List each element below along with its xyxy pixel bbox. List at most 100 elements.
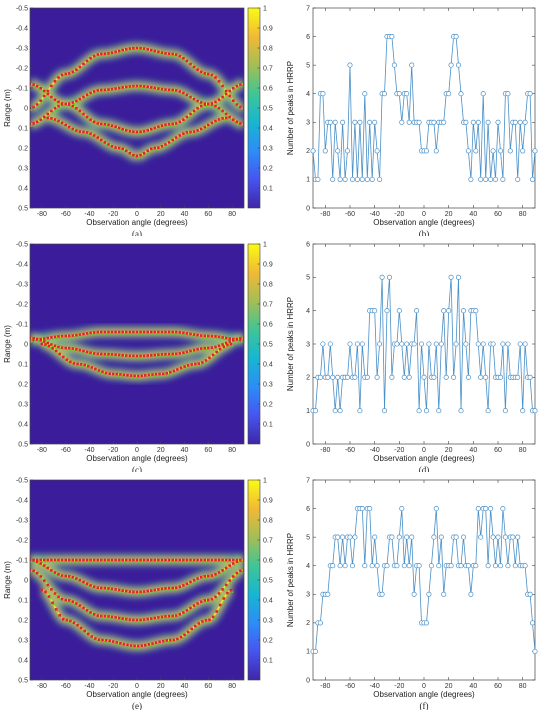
peak-marker (72, 621, 76, 625)
peak-marker-secondary (176, 124, 179, 127)
peak-marker (164, 143, 167, 146)
peak-marker (132, 558, 135, 562)
peak-marker (135, 84, 139, 88)
colorbar-tick-label: 0.5 (263, 105, 273, 112)
peak-marker (128, 590, 132, 593)
data-point (465, 148, 471, 154)
data-point (532, 648, 538, 654)
peak-marker-secondary (220, 606, 223, 608)
peak-marker (97, 638, 101, 641)
peak-marker (222, 345, 226, 349)
peak-marker-secondary (141, 593, 143, 595)
peak-marker (229, 588, 233, 592)
peak-marker-secondary (153, 644, 155, 647)
x-axis-label: Observation angle (degrees) (86, 454, 188, 463)
peak-marker (117, 353, 121, 357)
data-point (433, 341, 439, 347)
peak-marker (103, 352, 107, 356)
peak-marker-secondary (73, 107, 75, 109)
peak-marker-secondary (44, 118, 47, 120)
peak-marker-secondary (148, 88, 150, 90)
peak-marker (58, 352, 61, 356)
peak-marker (189, 95, 192, 99)
peak-marker-secondary (141, 333, 143, 335)
peak-marker (132, 153, 135, 157)
data-point (372, 534, 378, 540)
peak-marker (142, 618, 146, 621)
peak-marker (157, 558, 160, 562)
peak-marker-secondary (212, 576, 215, 579)
peak-marker-secondary (205, 601, 207, 604)
peak-marker (117, 126, 121, 130)
peak-marker (228, 337, 231, 340)
peak-marker-secondary (226, 95, 229, 97)
peak-marker-secondary (77, 102, 79, 104)
peak-marker-secondary (233, 341, 236, 343)
peak-marker (60, 102, 64, 105)
data-point (389, 374, 395, 380)
peak-marker (160, 587, 164, 591)
peak-marker (242, 106, 244, 110)
peak-marker (46, 92, 50, 96)
peak-marker (150, 86, 153, 89)
data-point (406, 563, 412, 569)
data-point (529, 176, 536, 182)
peak-marker (242, 122, 244, 126)
peak-marker (142, 558, 146, 562)
peak-marker-secondary (185, 367, 187, 370)
peak-marker-secondary (110, 642, 112, 644)
data-point (480, 91, 486, 97)
peak-marker (185, 115, 189, 119)
peak-marker-secondary (208, 601, 211, 603)
peak-marker-secondary (230, 561, 232, 563)
peak-marker-secondary (91, 94, 93, 96)
peak-marker-secondary (205, 104, 207, 107)
peak-marker (135, 46, 139, 50)
y-tick-label: 0.2 (18, 145, 28, 152)
peak-marker-secondary (151, 333, 154, 335)
peak-marker-secondary (59, 348, 61, 350)
peak-marker (128, 330, 132, 334)
peak-marker (228, 564, 231, 567)
peak-marker-secondary (187, 611, 190, 614)
peak-marker (179, 366, 183, 370)
peak-marker-secondary (163, 642, 166, 644)
peak-marker-secondary (195, 365, 198, 367)
peak-marker (75, 99, 78, 103)
peak-marker-secondary (180, 561, 182, 563)
peak-marker-secondary (233, 564, 236, 567)
panel-b: -80 -60 -40 -20 0 20 40 60 80 0 1 2 3 4 5 6 7 Observation… (275, 0, 550, 239)
peak-marker (142, 85, 146, 88)
peak-marker-secondary (48, 92, 50, 94)
peak-marker (192, 348, 196, 352)
peak-marker (92, 90, 96, 93)
peak-marker (69, 360, 72, 364)
peak-marker-secondary (135, 377, 137, 379)
peak-marker (100, 138, 103, 142)
peak-marker-secondary (208, 337, 211, 339)
peak-marker (178, 585, 182, 589)
peak-marker (128, 618, 132, 621)
peak-marker-secondary (103, 641, 105, 643)
peak-marker (242, 338, 244, 342)
peak-marker (60, 558, 64, 562)
colorbar-tick-label: 0.1 (263, 185, 273, 192)
peak-marker (192, 333, 196, 336)
peak-marker-secondary (53, 349, 55, 352)
peak-marker-secondary (134, 133, 136, 135)
peak-marker-secondary (96, 370, 98, 372)
peak-marker-secondary (52, 98, 54, 100)
peak-marker-secondary (59, 575, 61, 578)
peak-marker (50, 336, 53, 339)
peak-marker-secondary (208, 561, 211, 563)
peak-marker (43, 115, 46, 119)
peak-marker (226, 591, 229, 595)
peak-marker-secondary (119, 619, 122, 621)
peak-marker (114, 588, 117, 591)
peak-marker-secondary (159, 355, 161, 358)
peak-marker-secondary (194, 335, 197, 338)
peak-marker (217, 98, 221, 101)
peak-marker (107, 615, 110, 618)
panel-label: (d) (419, 465, 430, 472)
peak-marker-secondary (148, 50, 150, 53)
